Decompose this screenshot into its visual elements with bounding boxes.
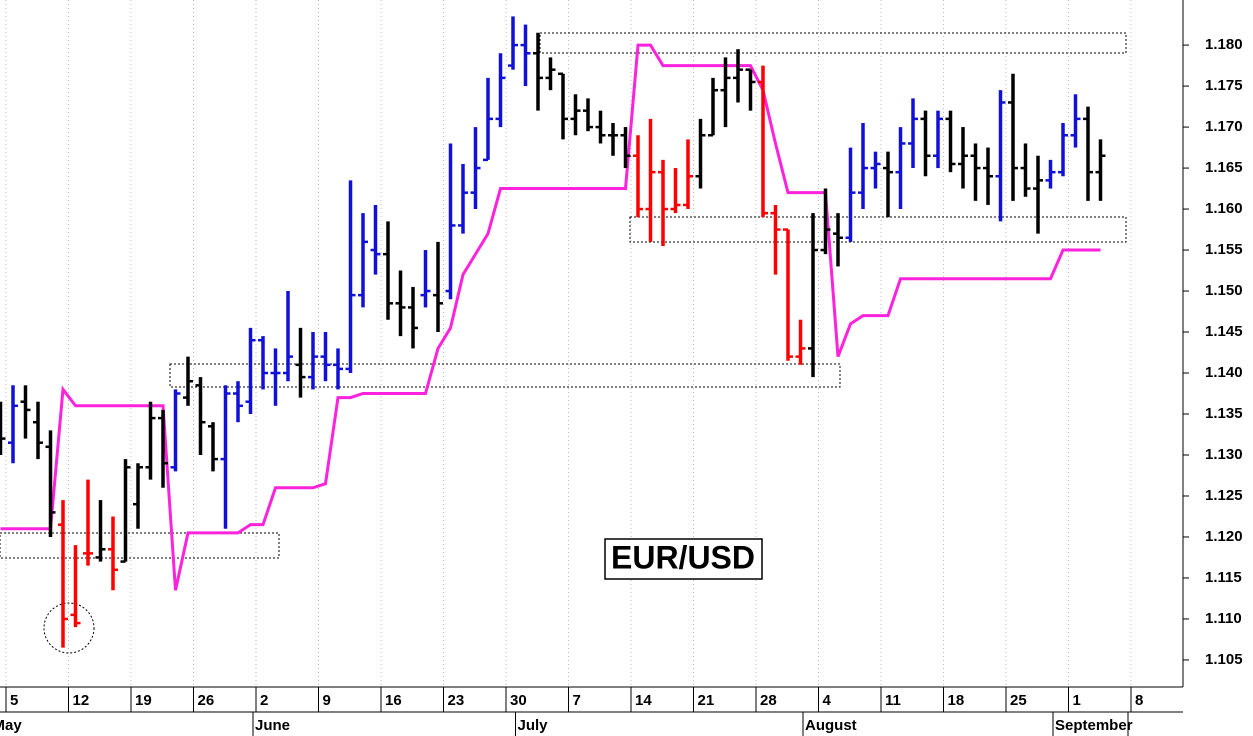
x-tick-label: 12	[73, 692, 90, 709]
x-tick-label: 5	[10, 692, 18, 709]
x-tick-label: 30	[510, 692, 527, 709]
y-tick-label: 1.115	[1205, 569, 1242, 586]
x-tick-label: 23	[448, 692, 465, 709]
resistance-zone	[539, 32, 1127, 54]
title-box	[604, 538, 763, 580]
x-tick-label: 19	[135, 692, 152, 709]
x-tick-label: 9	[323, 692, 331, 709]
month-label: May	[0, 717, 22, 734]
x-tick-label: 16	[385, 692, 402, 709]
y-tick-label: 1.120	[1205, 528, 1243, 545]
x-tick-label: 25	[1010, 692, 1027, 709]
x-tick-label: 26	[198, 692, 215, 709]
y-tick-label: 1.160	[1205, 200, 1243, 217]
x-tick-label: 4	[823, 692, 832, 709]
x-tick-label: 28	[760, 692, 777, 709]
month-label: August	[805, 717, 857, 734]
y-tick-label: 1.175	[1205, 77, 1243, 94]
x-tick-label: 1	[1073, 692, 1081, 709]
low-marker	[43, 602, 95, 654]
y-tick-label: 1.125	[1205, 487, 1243, 504]
month-label: June	[255, 717, 290, 734]
plot	[0, 16, 1106, 648]
x-tick-label: 7	[573, 692, 581, 709]
support-zone	[629, 216, 1127, 243]
y-tick-label: 1.105	[1205, 651, 1243, 668]
y-tick-label: 1.165	[1205, 159, 1243, 176]
y-tick-label: 1.140	[1205, 364, 1243, 381]
y-tick-label: 1.130	[1205, 446, 1243, 463]
support-zone	[169, 363, 841, 388]
y-tick-label: 1.180	[1205, 36, 1243, 53]
x-tick-label: 2	[260, 692, 268, 709]
y-tick-label: 1.155	[1205, 241, 1243, 258]
stop-line	[0, 43, 1101, 591]
x-tick-label: 18	[948, 692, 965, 709]
x-tick-label: 8	[1135, 692, 1143, 709]
x-tick-label: 11	[885, 692, 901, 709]
y-tick-label: 1.110	[1205, 610, 1242, 627]
month-label: July	[518, 717, 549, 734]
y-tick-label: 1.145	[1205, 323, 1243, 340]
y-tick-label: 1.150	[1205, 282, 1243, 299]
x-tick-label: 21	[698, 692, 715, 709]
chart-title: EUR/USD	[611, 539, 755, 575]
y-tick-label: 1.170	[1205, 118, 1243, 135]
month-label: September	[1055, 717, 1133, 734]
x-tick-label: 14	[635, 692, 652, 709]
y-tick-label: 1.135	[1205, 405, 1243, 422]
